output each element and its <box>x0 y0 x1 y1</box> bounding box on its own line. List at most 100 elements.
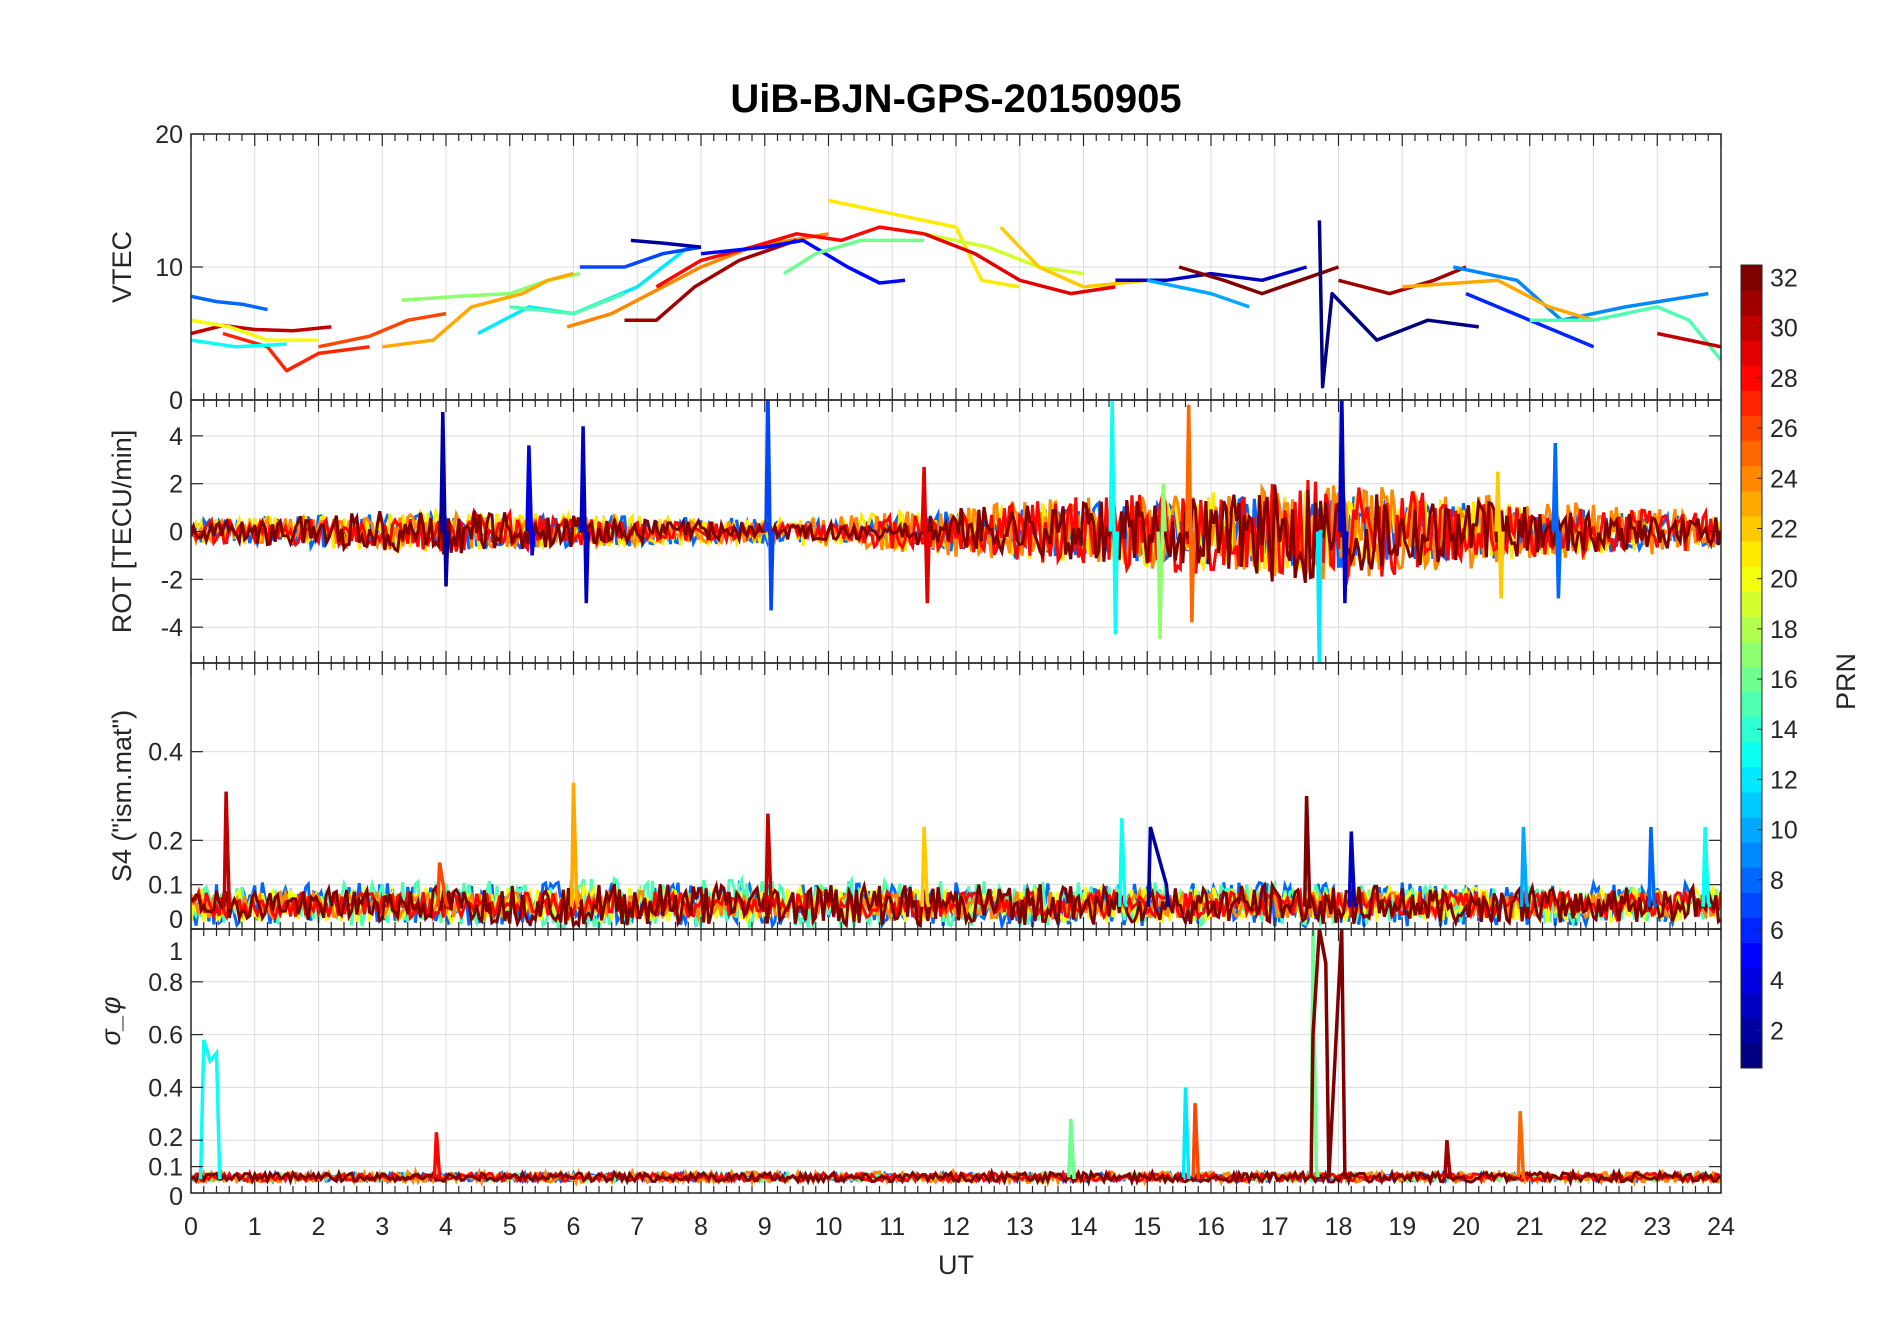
x-tick-label: 18 <box>1325 1213 1353 1241</box>
series-line-prn-23 <box>382 271 574 349</box>
colorbar-swatch <box>1741 515 1762 542</box>
panel-vtec: 0 10 20 VTEC <box>107 121 1722 415</box>
spike-prn-12 <box>1315 529 1323 663</box>
spike-prn-13 <box>1108 400 1120 635</box>
spike-prn-30 <box>764 813 775 908</box>
colorbar-tick-label: 6 <box>1770 917 1784 945</box>
series-line-prn-32 <box>191 879 1721 929</box>
series-line-prn-28 <box>191 1168 1721 1186</box>
x-tick-label: 13 <box>1006 1213 1034 1241</box>
spike-prn-2 <box>1146 826 1171 907</box>
colorbar-swatch <box>1741 566 1762 592</box>
spike-prn-32 <box>1309 929 1347 1179</box>
y-tick-label: 0.4 <box>148 1074 183 1102</box>
panel-rot: -4 -2 0 2 4 ROT [TECU/min] <box>107 399 1722 664</box>
panel-s4: 0 0.1 0.2 0.4 S4 ("ism.mat") <box>107 662 1722 934</box>
colorbar-swatch <box>1741 967 1762 994</box>
spike-prn-26 <box>1191 1103 1201 1179</box>
colorbar-swatch <box>1741 290 1762 316</box>
y-tick-label: 4 <box>169 423 183 451</box>
spike-prn-8 <box>1551 442 1563 599</box>
spike-prn-4 <box>525 445 536 556</box>
spike-prn-2 <box>439 411 450 587</box>
y-tick-label: 1 <box>169 938 183 966</box>
x-tick-label: 15 <box>1133 1213 1161 1241</box>
series-line-prn-22 <box>999 225 1148 289</box>
colorbar-tick-label: 16 <box>1770 666 1798 694</box>
series-line-prn-26 <box>318 311 447 349</box>
colorbar-swatch <box>1741 440 1762 467</box>
x-tick-label: 5 <box>503 1213 517 1241</box>
y-axis-label-vtec: VTEC <box>107 231 137 303</box>
x-tick-label: 9 <box>758 1213 772 1241</box>
x-tick-label: 22 <box>1580 1213 1608 1241</box>
colorbar-tick-label: 12 <box>1770 766 1798 794</box>
spike-prn-25 <box>1516 1111 1526 1179</box>
y-tick-label: -4 <box>161 614 183 642</box>
colorbar-tick-label: 24 <box>1770 465 1798 493</box>
x-tick-label: 24 <box>1707 1213 1735 1241</box>
colorbar-tick-label: 20 <box>1770 566 1798 594</box>
x-tick-label: 0 <box>184 1213 198 1241</box>
colorbar-tick-label: 2 <box>1770 1017 1784 1045</box>
colorbar-tick-label: 18 <box>1770 616 1798 644</box>
colorbar-swatch <box>1741 365 1762 391</box>
series-line-prn-13 <box>191 338 287 349</box>
colorbar-swatch <box>1741 315 1762 341</box>
x-tick-label: 10 <box>815 1213 843 1241</box>
spike-prn-12 <box>1181 1087 1191 1179</box>
colorbar-swatch <box>1741 1042 1762 1069</box>
x-tick-label: 19 <box>1388 1213 1416 1241</box>
colorbar-swatch <box>1741 641 1762 667</box>
x-tick-label: 1 <box>248 1213 262 1241</box>
colorbar-label: PRN <box>1831 653 1861 710</box>
y-tick-label: 0 <box>169 1183 183 1211</box>
series-line-prn-15 <box>1529 305 1721 362</box>
series-line-prn-15 <box>509 291 626 316</box>
spike-prn-17 <box>1156 483 1167 640</box>
colorbar-tick-label: 10 <box>1770 817 1798 845</box>
spike-prn-28 <box>432 1132 442 1179</box>
colorbar-tick-label: 8 <box>1770 867 1784 895</box>
spike-prn-30 <box>222 791 232 909</box>
colorbar-tick-label: 30 <box>1770 315 1798 343</box>
series-line-prn-1 <box>1317 220 1480 389</box>
y-tick-label: 10 <box>155 254 183 282</box>
colorbar-tick-label: 4 <box>1770 967 1784 995</box>
x-tick-label: 11 <box>879 1213 905 1241</box>
series-line-prn-7 <box>579 245 702 269</box>
spike-prn-8 <box>1647 826 1658 908</box>
spike-prn-29 <box>920 466 931 604</box>
series-group <box>191 782 1721 929</box>
series-line-prn-20 <box>191 318 319 342</box>
series-line-prn-31 <box>624 238 798 322</box>
series-line-prn-32 <box>1178 265 1340 296</box>
panel-sigma: 00.10.2 0.4 0.6 0.8 1 σ_φ <box>96 928 1722 1211</box>
spike-prn-3 <box>1338 400 1349 604</box>
y-tick-label: 0.8 <box>148 969 183 997</box>
colorbar-swatch <box>1741 817 1762 843</box>
spike-prn-3 <box>579 426 590 604</box>
series-line-prn-10 <box>1146 278 1250 309</box>
y-tick-label: 20 <box>155 121 183 149</box>
y-tick-label: 0.6 <box>148 1022 183 1050</box>
y-tick-label: 0.1 <box>148 872 183 900</box>
series-line-prn-16 <box>782 238 925 276</box>
series-line-prn-29 <box>923 232 1116 296</box>
colorbar-swatch <box>1741 867 1762 893</box>
series-line-prn-5 <box>700 238 906 285</box>
colorbar-tick-label: 28 <box>1770 365 1798 393</box>
colorbar-swatch <box>1741 716 1762 743</box>
x-tick-label: 7 <box>630 1213 644 1241</box>
colorbar-swatch <box>1741 892 1762 918</box>
colorbar-swatch <box>1741 390 1762 417</box>
y-tick-label: 0.4 <box>148 739 183 767</box>
x-tick-label: 2 <box>312 1213 326 1241</box>
colorbar-swatch <box>1741 340 1762 366</box>
series-line-prn-21 <box>828 198 1021 289</box>
colorbar-tick-label: 26 <box>1770 415 1798 443</box>
y-tick-label: 0.2 <box>148 827 183 855</box>
series-group <box>191 400 1721 663</box>
